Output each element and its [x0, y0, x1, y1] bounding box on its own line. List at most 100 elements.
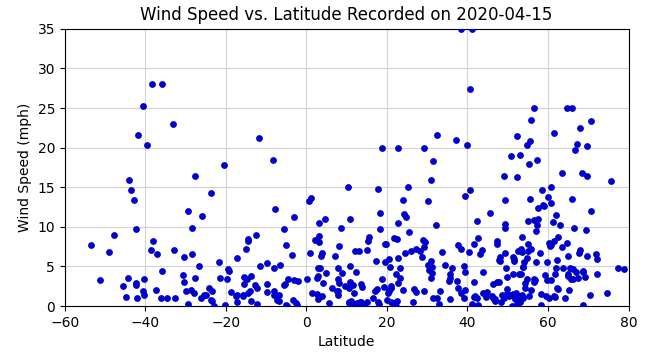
Point: [333, 288, 343, 293]
Point: [362, 299, 372, 305]
Point: [516, 249, 527, 255]
Point: [478, 269, 489, 275]
Point: [314, 239, 324, 245]
Title: Wind Speed vs. Latitude Recorded on 2020-04-15: Wind Speed vs. Latitude Recorded on 2020…: [141, 6, 553, 24]
Point: [456, 246, 466, 252]
Point: [209, 303, 220, 309]
Point: [504, 293, 515, 298]
Point: [313, 273, 323, 279]
Point: [515, 300, 526, 305]
Point: [314, 233, 324, 239]
Point: [333, 292, 343, 298]
Point: [376, 276, 387, 282]
Point: [426, 270, 437, 276]
Point: [557, 265, 568, 271]
Point: [473, 235, 483, 241]
Point: [357, 284, 367, 290]
Point: [583, 143, 593, 149]
Point: [445, 275, 455, 281]
Point: [222, 276, 232, 282]
Point: [459, 193, 470, 199]
Point: [354, 248, 364, 254]
Point: [220, 302, 231, 307]
Point: [419, 244, 430, 249]
Point: [269, 265, 279, 271]
Point: [540, 293, 551, 299]
Point: [148, 238, 158, 244]
Point: [606, 178, 616, 184]
Point: [557, 244, 567, 250]
Point: [384, 288, 394, 294]
Point: [532, 222, 542, 228]
Point: [426, 264, 437, 270]
Point: [445, 296, 456, 302]
Point: [123, 275, 133, 281]
Point: [347, 300, 358, 305]
Point: [562, 271, 573, 277]
Point: [470, 293, 480, 299]
Point: [529, 105, 539, 111]
Point: [131, 282, 141, 288]
Point: [404, 229, 414, 235]
Point: [564, 287, 574, 293]
Point: [317, 251, 327, 256]
Point: [482, 289, 492, 294]
Point: [584, 292, 595, 298]
Point: [409, 287, 419, 292]
Point: [246, 273, 256, 279]
Point: [351, 269, 361, 275]
Point: [513, 248, 523, 254]
Point: [280, 281, 290, 287]
Point: [393, 280, 403, 286]
Point: [371, 258, 381, 264]
Point: [333, 280, 343, 286]
Point: [467, 302, 477, 307]
Point: [288, 214, 299, 220]
Point: [419, 145, 429, 150]
Point: [131, 226, 141, 231]
Point: [562, 253, 573, 259]
Point: [95, 278, 105, 283]
Point: [377, 145, 388, 150]
Point: [495, 258, 505, 264]
Point: [388, 300, 399, 306]
Point: [345, 216, 356, 222]
Point: [426, 258, 436, 264]
Point: [274, 292, 284, 298]
Point: [324, 300, 334, 306]
Point: [313, 296, 323, 302]
Point: [456, 290, 466, 296]
Point: [389, 235, 399, 240]
Point: [502, 287, 512, 292]
Point: [511, 294, 522, 300]
Point: [469, 294, 480, 300]
Point: [445, 271, 455, 277]
Point: [523, 219, 533, 224]
Point: [215, 275, 226, 281]
Point: [428, 295, 438, 301]
Point: [581, 275, 591, 280]
Point: [224, 268, 234, 274]
Point: [531, 260, 541, 265]
Point: [487, 293, 498, 298]
Point: [541, 277, 551, 283]
Point: [222, 266, 233, 272]
Point: [420, 239, 430, 244]
Point: [310, 237, 320, 242]
Point: [546, 200, 556, 206]
Point: [437, 249, 448, 255]
Point: [524, 161, 535, 167]
Point: [423, 262, 434, 268]
Point: [431, 222, 441, 228]
Point: [509, 258, 520, 264]
Point: [281, 302, 291, 308]
Point: [349, 290, 359, 296]
Point: [381, 241, 391, 247]
Point: [552, 286, 562, 292]
Point: [373, 186, 383, 192]
Point: [375, 226, 385, 231]
Point: [586, 118, 596, 124]
Point: [512, 301, 522, 307]
Point: [380, 242, 390, 247]
Point: [386, 299, 396, 305]
